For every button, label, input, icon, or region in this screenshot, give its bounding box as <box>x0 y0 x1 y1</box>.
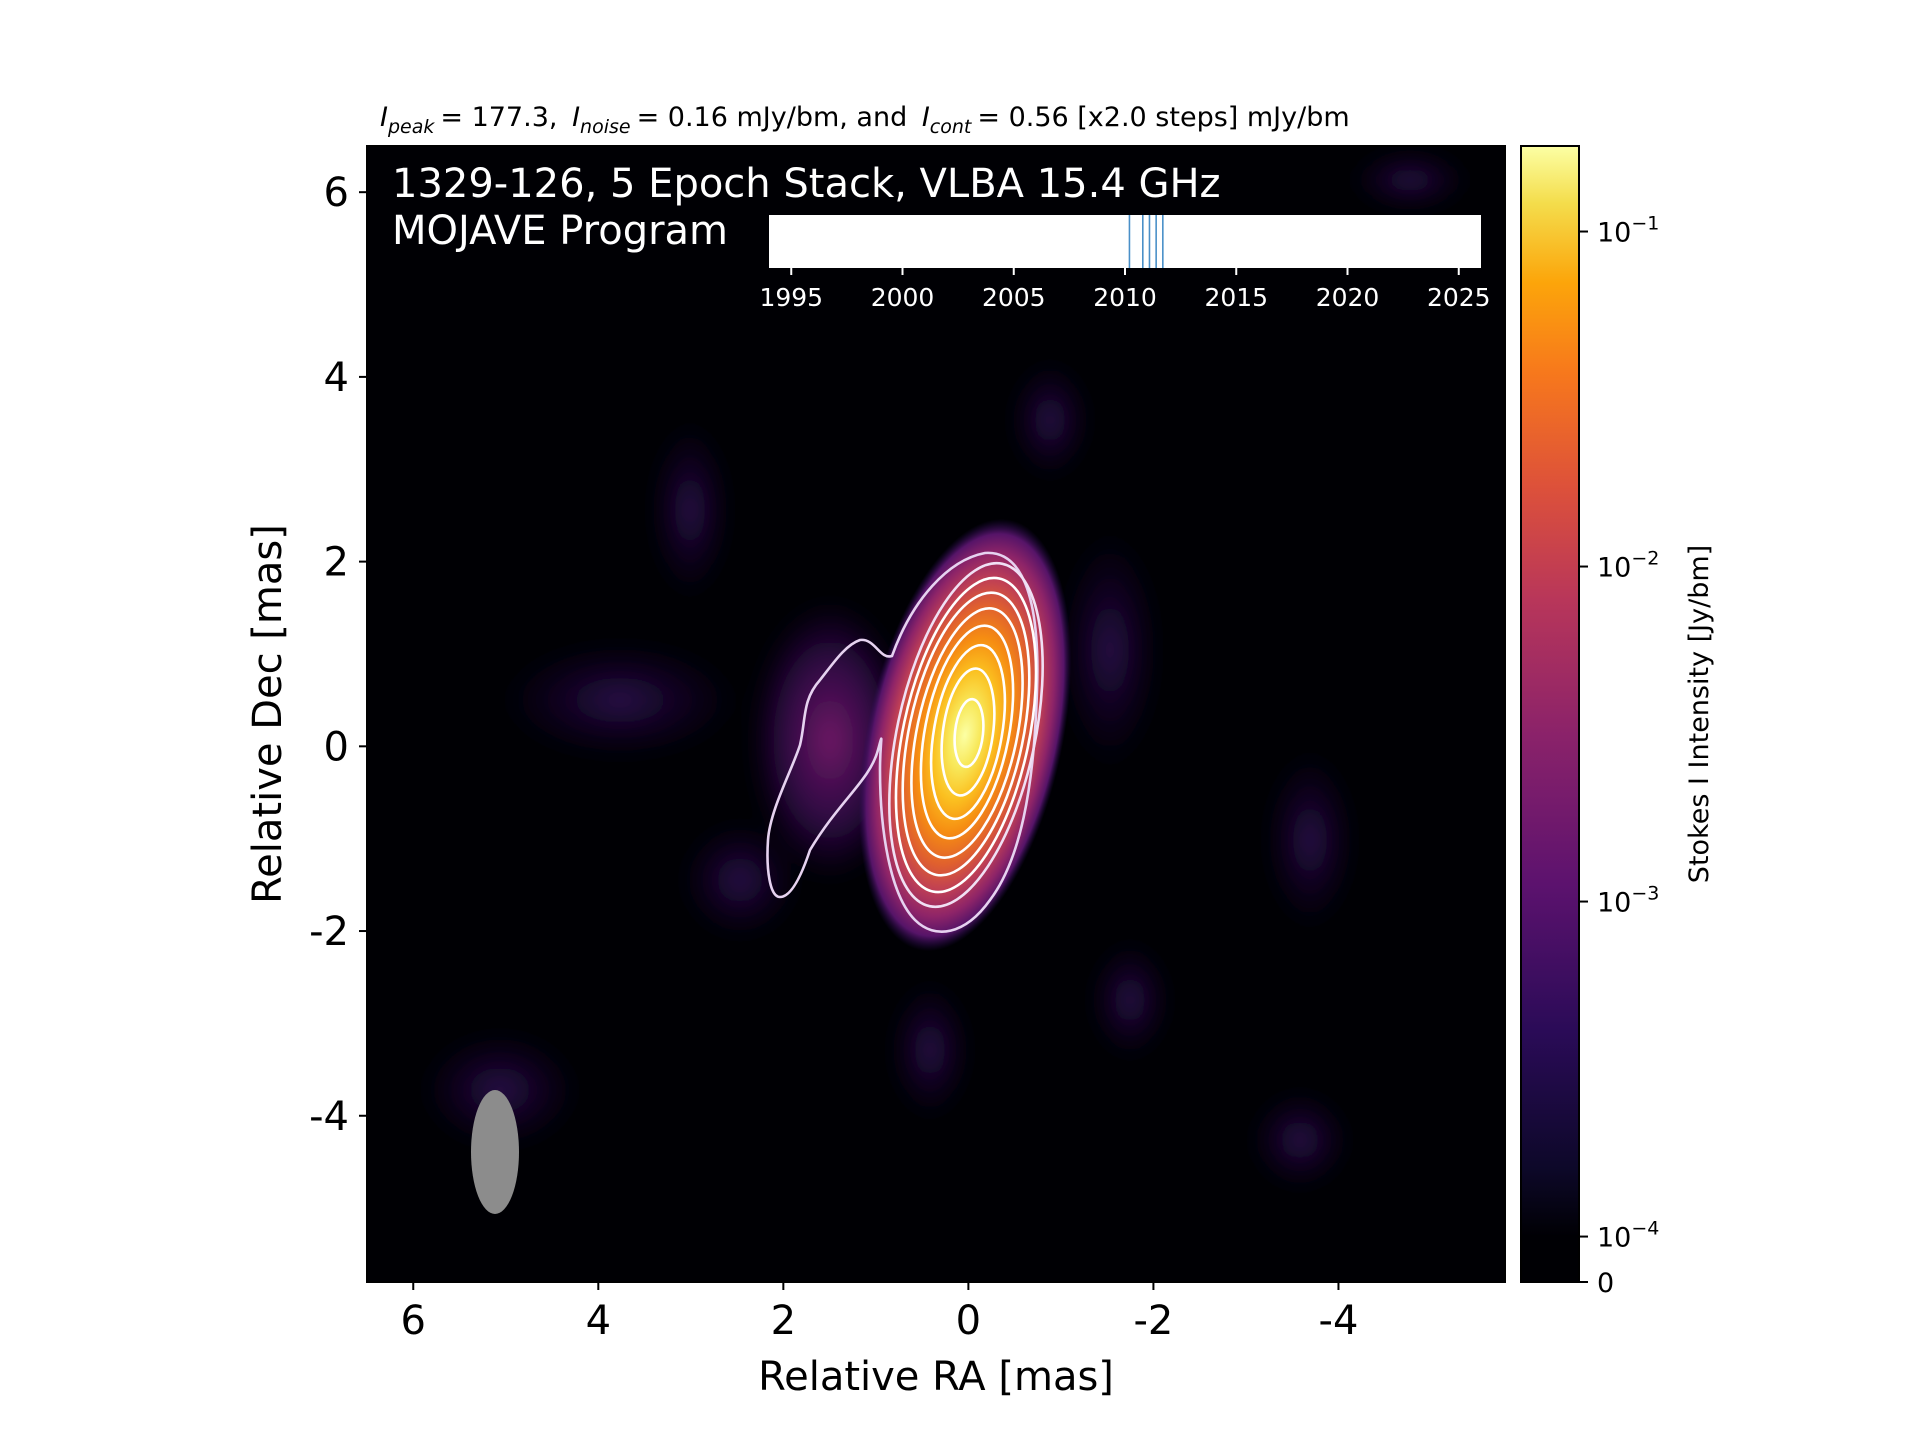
panel-title-line1: 1329-126, 5 Epoch Stack, VLBA 15.4 GHz <box>392 161 1221 207</box>
contour-5 <box>910 607 1024 859</box>
timeline-tick-label: 2000 <box>871 283 935 312</box>
contour-7 <box>929 643 1007 821</box>
timeline-tick-label: 2005 <box>982 283 1046 312</box>
beam-ellipse <box>471 1090 519 1214</box>
x-tick-label: 6 <box>401 1298 426 1344</box>
colorbar-tick-label: 10−4 <box>1597 1218 1659 1254</box>
timeline-box <box>769 215 1481 268</box>
contour-8 <box>940 667 996 797</box>
y-tick-label: 6 <box>324 170 349 216</box>
timeline-tick-label: 2010 <box>1093 283 1157 312</box>
x-tick-label: 4 <box>586 1298 611 1344</box>
contour-9 <box>953 697 985 769</box>
colorbar-tick-label: 10−3 <box>1597 883 1659 919</box>
colorbar-ticks: 0 10−4 10−3 10−2 10−1 <box>1579 213 1659 1299</box>
x-tick-label: 2 <box>771 1298 796 1344</box>
contours <box>766 551 1044 933</box>
x-tick-label: -4 <box>1319 1298 1359 1344</box>
x-tick-label: -2 <box>1133 1298 1173 1344</box>
x-tick-label: 0 <box>956 1298 981 1344</box>
colorbar-tick-label: 10−2 <box>1597 548 1659 584</box>
timeline-ticks: 1995 2000 2005 2010 2015 2020 2025 <box>759 268 1491 312</box>
y-tick-label: -4 <box>309 1094 349 1140</box>
colorbar-tick-label: 0 <box>1597 1268 1614 1299</box>
colorbar-tick-label: 10−1 <box>1597 213 1659 249</box>
y-tick-label: 2 <box>324 540 349 586</box>
contour-3 <box>894 576 1038 894</box>
epoch-lines <box>1128 215 1164 268</box>
x-axis-label: Relative RA [mas] <box>758 1354 1114 1400</box>
y-axis-label: Relative Dec [mas] <box>245 524 291 904</box>
header-stats: Ipeak = 177.3, Inoise = 0.16 mJy/bm, and I… <box>380 102 1350 138</box>
colorbar-label: Stokes I Intensity [Jy/bm] <box>1684 545 1715 883</box>
image-frame <box>366 145 1506 1283</box>
timeline-tick-label: 2020 <box>1316 283 1380 312</box>
y-tick-label: 0 <box>324 724 349 770</box>
timeline-tick-label: 2015 <box>1204 283 1268 312</box>
contour-2 <box>888 561 1044 909</box>
panel-title-line2: MOJAVE Program <box>392 208 728 254</box>
colorbar: 0 10−4 10−3 10−2 10−1 Stokes I Intensity [Jy… <box>1520 145 1715 1299</box>
image-panel: 1329-126, 5 Epoch Stack, VLBA 15.4 GHz M… <box>366 145 1506 1283</box>
timeline-tick-label: 1995 <box>759 283 823 312</box>
contour-outer <box>766 551 1039 933</box>
y-tick-label: 4 <box>324 355 349 401</box>
y-axis-ticks: 6 4 2 0 -2 -4 <box>309 170 367 1140</box>
contour-4 <box>901 591 1031 877</box>
x-axis-ticks: 6 4 2 0 -2 -4 <box>401 1282 1359 1344</box>
y-tick-label: -2 <box>309 909 349 955</box>
epoch-timeline: 1995 2000 2005 2010 2015 2020 2025 <box>759 215 1491 312</box>
contour-6 <box>919 624 1015 840</box>
colorbar-gradient <box>1520 145 1580 1283</box>
timeline-tick-label: 2025 <box>1427 283 1491 312</box>
